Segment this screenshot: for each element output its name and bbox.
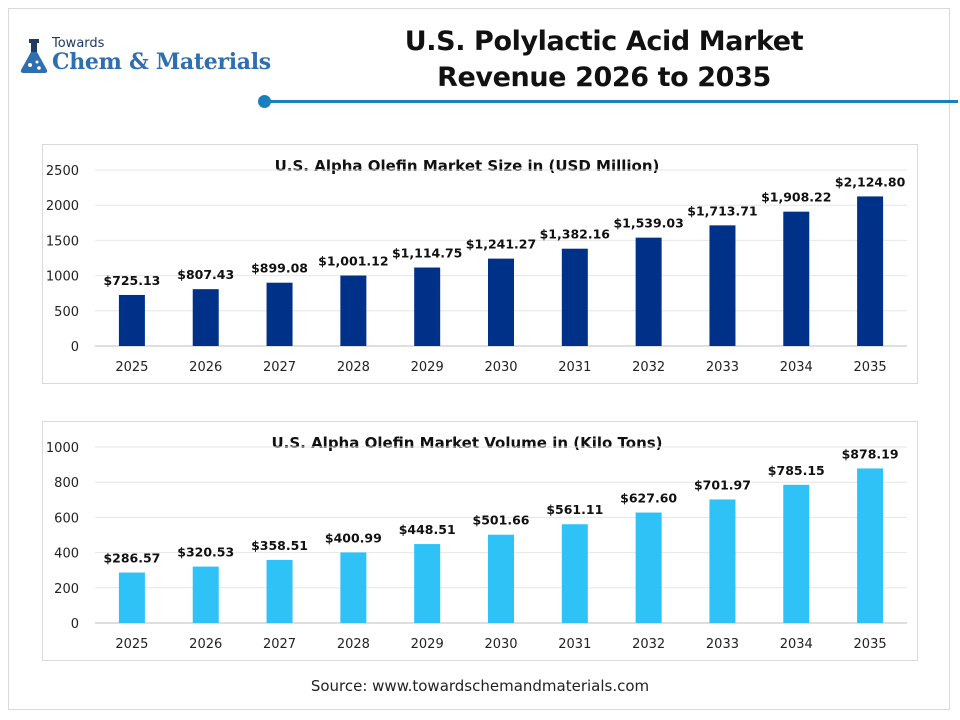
data-label: $2,124.80 <box>835 174 906 189</box>
x-tick-label: 2034 <box>780 637 813 652</box>
x-tick-label: 2035 <box>854 360 887 375</box>
y-tick-label: 800 <box>54 476 79 491</box>
x-tick-label: 2028 <box>337 637 370 652</box>
y-tick-label: 2000 <box>46 199 79 214</box>
data-label: $1,382.16 <box>540 227 611 242</box>
data-label: $1,114.75 <box>392 246 462 261</box>
bar-2031 <box>561 248 588 346</box>
bar-2034 <box>783 484 810 623</box>
data-label: $878.19 <box>842 446 899 461</box>
data-label: $1,539.03 <box>613 216 683 231</box>
x-tick-label: 2027 <box>263 360 296 375</box>
data-label: $899.08 <box>251 261 308 276</box>
data-label: $807.43 <box>177 267 234 282</box>
data-label: $1,241.27 <box>466 237 536 252</box>
data-label: $501.66 <box>473 513 530 528</box>
title-line-1: U.S. Polylactic Acid Market <box>404 26 804 57</box>
x-tick-label: 2035 <box>854 637 887 652</box>
bar-2033 <box>709 499 736 623</box>
bar-2032 <box>635 512 662 623</box>
market-size-chart: U.S. Alpha Olefin Market Size in (USD Mi… <box>46 157 907 375</box>
outer-frame <box>8 8 950 710</box>
y-tick-label: 500 <box>54 305 79 320</box>
data-label: $627.60 <box>620 491 677 506</box>
data-label: $701.97 <box>694 477 751 492</box>
bar-2033 <box>709 225 736 346</box>
data-label: $320.53 <box>177 545 234 560</box>
market-size-chart-panel: U.S. Alpha Olefin Market Size in (USD Mi… <box>42 144 918 384</box>
bar-2032 <box>635 237 662 346</box>
bar-2030 <box>488 534 514 623</box>
data-label: $448.51 <box>399 522 456 537</box>
data-label: $785.15 <box>768 463 825 478</box>
logo: Towards Chem & Materials <box>18 36 271 80</box>
bar-2035 <box>857 196 884 346</box>
x-tick-label: 2031 <box>558 637 591 652</box>
title-rule-line <box>266 100 958 103</box>
x-tick-label: 2030 <box>484 360 517 375</box>
bar-2026 <box>192 289 219 346</box>
bar-2035 <box>857 468 884 623</box>
data-label: $400.99 <box>325 530 382 545</box>
x-tick-label: 2034 <box>780 360 813 375</box>
x-tick-label: 2033 <box>706 360 739 375</box>
data-label: $1,713.71 <box>687 203 757 218</box>
y-tick-label: 200 <box>54 582 79 597</box>
data-label: $1,908.22 <box>761 190 831 205</box>
bar-2031 <box>561 524 588 623</box>
title-rule-dot <box>258 95 271 108</box>
x-tick-label: 2031 <box>558 360 591 375</box>
y-tick-label: 400 <box>54 547 79 562</box>
market-volume-chart: U.S. Alpha Olefin Market Volume in (Kilo… <box>46 434 907 652</box>
y-tick-label: 1000 <box>46 270 79 285</box>
y-tick-label: 0 <box>71 340 79 355</box>
y-tick-label: 600 <box>54 511 79 526</box>
bar-2028 <box>340 275 367 346</box>
bar-2025 <box>118 294 145 346</box>
x-tick-label: 2026 <box>189 360 222 375</box>
logo-towards-text: Towards <box>52 36 105 51</box>
data-label: $725.13 <box>103 273 160 288</box>
x-tick-label: 2032 <box>632 360 665 375</box>
y-tick-label: 1000 <box>46 441 79 456</box>
x-tick-label: 2028 <box>337 360 370 375</box>
x-tick-label: 2026 <box>189 637 222 652</box>
y-tick-label: 1500 <box>46 234 79 249</box>
y-tick-label: 0 <box>71 617 79 632</box>
x-tick-label: 2027 <box>263 637 296 652</box>
bar-2030 <box>488 258 514 346</box>
bar-2029 <box>414 544 441 623</box>
x-tick-label: 2025 <box>115 360 148 375</box>
x-tick-label: 2029 <box>411 637 444 652</box>
data-label: $286.57 <box>103 551 160 566</box>
data-label: $561.11 <box>546 502 603 517</box>
x-tick-label: 2025 <box>115 637 148 652</box>
bar-2029 <box>414 267 441 346</box>
bar-2028 <box>340 552 367 623</box>
bar-2027 <box>266 282 293 346</box>
market-volume-chart-panel: U.S. Alpha Olefin Market Volume in (Kilo… <box>42 421 918 661</box>
x-tick-label: 2029 <box>411 360 444 375</box>
bar-2027 <box>266 559 293 623</box>
logo-brand-text: Chem & Materials <box>52 49 271 75</box>
data-label: $358.51 <box>251 538 308 553</box>
source-note: Source: www.towardschemandmaterials.com <box>310 677 650 695</box>
x-tick-label: 2030 <box>484 637 517 652</box>
bar-2025 <box>118 572 145 623</box>
x-tick-label: 2032 <box>632 637 665 652</box>
flask-logo-icon <box>20 39 48 73</box>
y-tick-label: 2500 <box>46 164 79 179</box>
chart-title: U.S. Alpha Olefin Market Size in (USD Mi… <box>275 157 660 175</box>
bar-2026 <box>192 566 219 623</box>
data-label: $1,001.12 <box>318 254 388 269</box>
x-tick-label: 2033 <box>706 637 739 652</box>
bar-2034 <box>783 211 810 346</box>
chart-title: U.S. Alpha Olefin Market Volume in (Kilo… <box>271 434 662 452</box>
page-title: U.S. Polylactic Acid Market Revenue 2026… <box>330 24 878 96</box>
title-line-2: Revenue 2026 to 2035 <box>437 62 771 93</box>
